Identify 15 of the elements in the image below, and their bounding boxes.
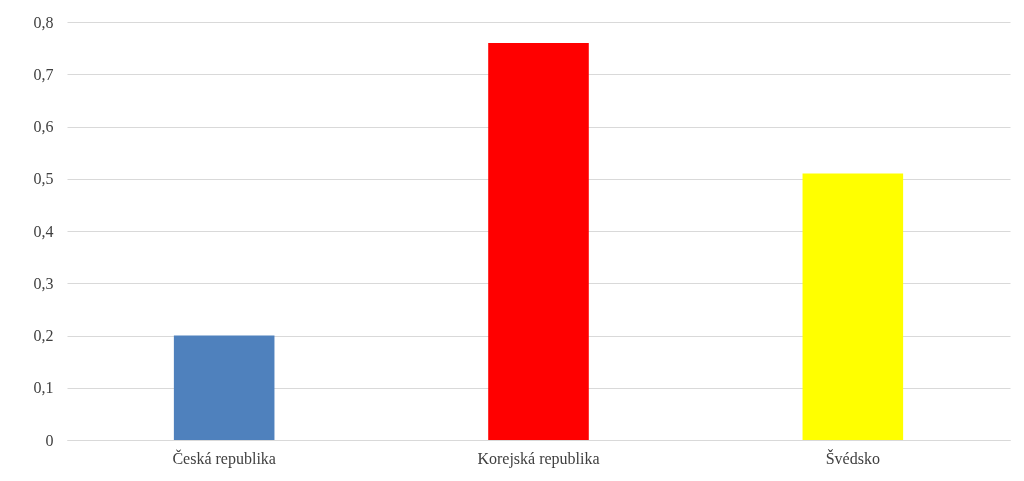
x-tick-label: Švédsko (825, 448, 880, 467)
x-tick-label: Česká republika (172, 448, 276, 468)
bar (802, 173, 904, 440)
y-tick-label: 0,2 (33, 327, 54, 344)
y-tick-label: 0,6 (33, 118, 54, 135)
y-tick-label: 0,4 (33, 222, 54, 240)
y-tick-label: 0,7 (33, 65, 54, 83)
y-tick-label: 0,1 (33, 379, 54, 397)
y-tick-label: 0,5 (33, 170, 54, 188)
y-tick-label: 0,3 (33, 274, 54, 292)
y-tick-label: 0,8 (33, 13, 54, 31)
y-tick-label: 0 (45, 431, 54, 449)
bar (488, 42, 589, 440)
bar (173, 335, 275, 440)
x-tick-label: Korejská republika (477, 449, 600, 468)
